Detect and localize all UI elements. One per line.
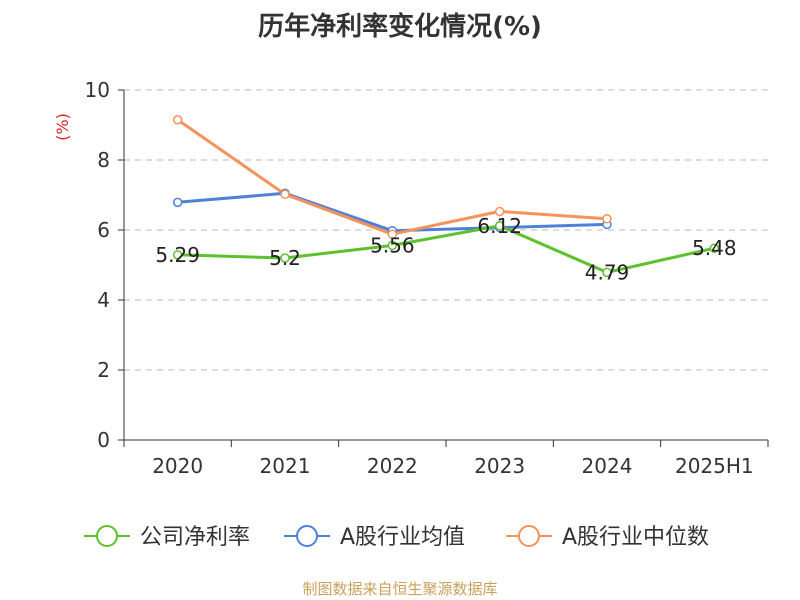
x-tick-label-2024: 2024 — [582, 454, 633, 478]
data-label-2024: 4.79 — [585, 260, 630, 284]
data-point-0-0 — [172, 250, 183, 260]
source-note: 制图数据来自恒生聚源数据库 — [302, 580, 498, 598]
legend: 公司净利率 A股行业均值 A股行业中位数 — [84, 525, 709, 550]
data-point-0-5 — [709, 243, 720, 253]
chart-title: 历年净利率变化情况(%) — [258, 12, 542, 42]
x-tick-label-2021: 2021 — [260, 454, 311, 478]
series-points — [172, 115, 720, 278]
axes — [118, 89, 769, 447]
y-tick-label-8: 8 — [97, 148, 110, 172]
y-tick-labels: 0 2 4 6 8 10 — [85, 78, 110, 452]
legend-label-1: A股行业均值 — [340, 525, 465, 550]
y-tick-label-2: 2 — [97, 358, 110, 382]
x-tick-labels: 2020 2021 2022 2023 2024 2025H1 — [152, 454, 753, 478]
y-tick-label-0: 0 — [97, 428, 110, 452]
data-point-1-0 — [172, 197, 183, 208]
data-point-0-2 — [387, 240, 398, 251]
x-tick-label-2023: 2023 — [474, 454, 525, 478]
x-tick-label-2025H1: 2025H1 — [675, 454, 754, 478]
data-label-2020: 5.29 — [155, 243, 200, 267]
legend-marker-1 — [296, 525, 318, 547]
x-tick-label-2022: 2022 — [367, 454, 418, 478]
data-point-2-4 — [602, 214, 612, 224]
data-point-0-3 — [494, 221, 505, 231]
series-line-1 — [177, 191, 608, 233]
data-labels: 5.29 5.2 5.56 6.12 4.79 5.48 — [155, 214, 736, 285]
data-point-2-2 — [387, 229, 398, 239]
y-tick-label-6: 6 — [97, 218, 110, 242]
x-tick-label-2020: 2020 — [152, 454, 203, 478]
y-tick-label-4: 4 — [97, 288, 110, 312]
data-label-2023: 6.12 — [477, 214, 522, 238]
data-point-0-1 — [280, 253, 290, 263]
data-point-0-4 — [602, 267, 612, 278]
legend-marker-0 — [96, 525, 118, 547]
data-label-2022: 5.56 — [370, 233, 415, 257]
data-point-2-0 — [172, 115, 183, 125]
data-point-2-1 — [280, 189, 290, 200]
legend-label-0: 公司净利率 — [140, 525, 250, 550]
y-axis-label: (%) — [53, 113, 72, 141]
data-point-2-3 — [494, 206, 505, 217]
series-line-0 — [177, 224, 715, 274]
legend-marker-2 — [518, 525, 540, 547]
series-line-2 — [176, 118, 608, 236]
legend-label-2: A股行业中位数 — [562, 525, 709, 550]
y-tick-label-10: 10 — [85, 78, 110, 102]
data-label-2025H1: 5.48 — [692, 236, 737, 260]
data-label-2021: 5.2 — [269, 246, 301, 270]
series-lines — [176, 118, 715, 274]
